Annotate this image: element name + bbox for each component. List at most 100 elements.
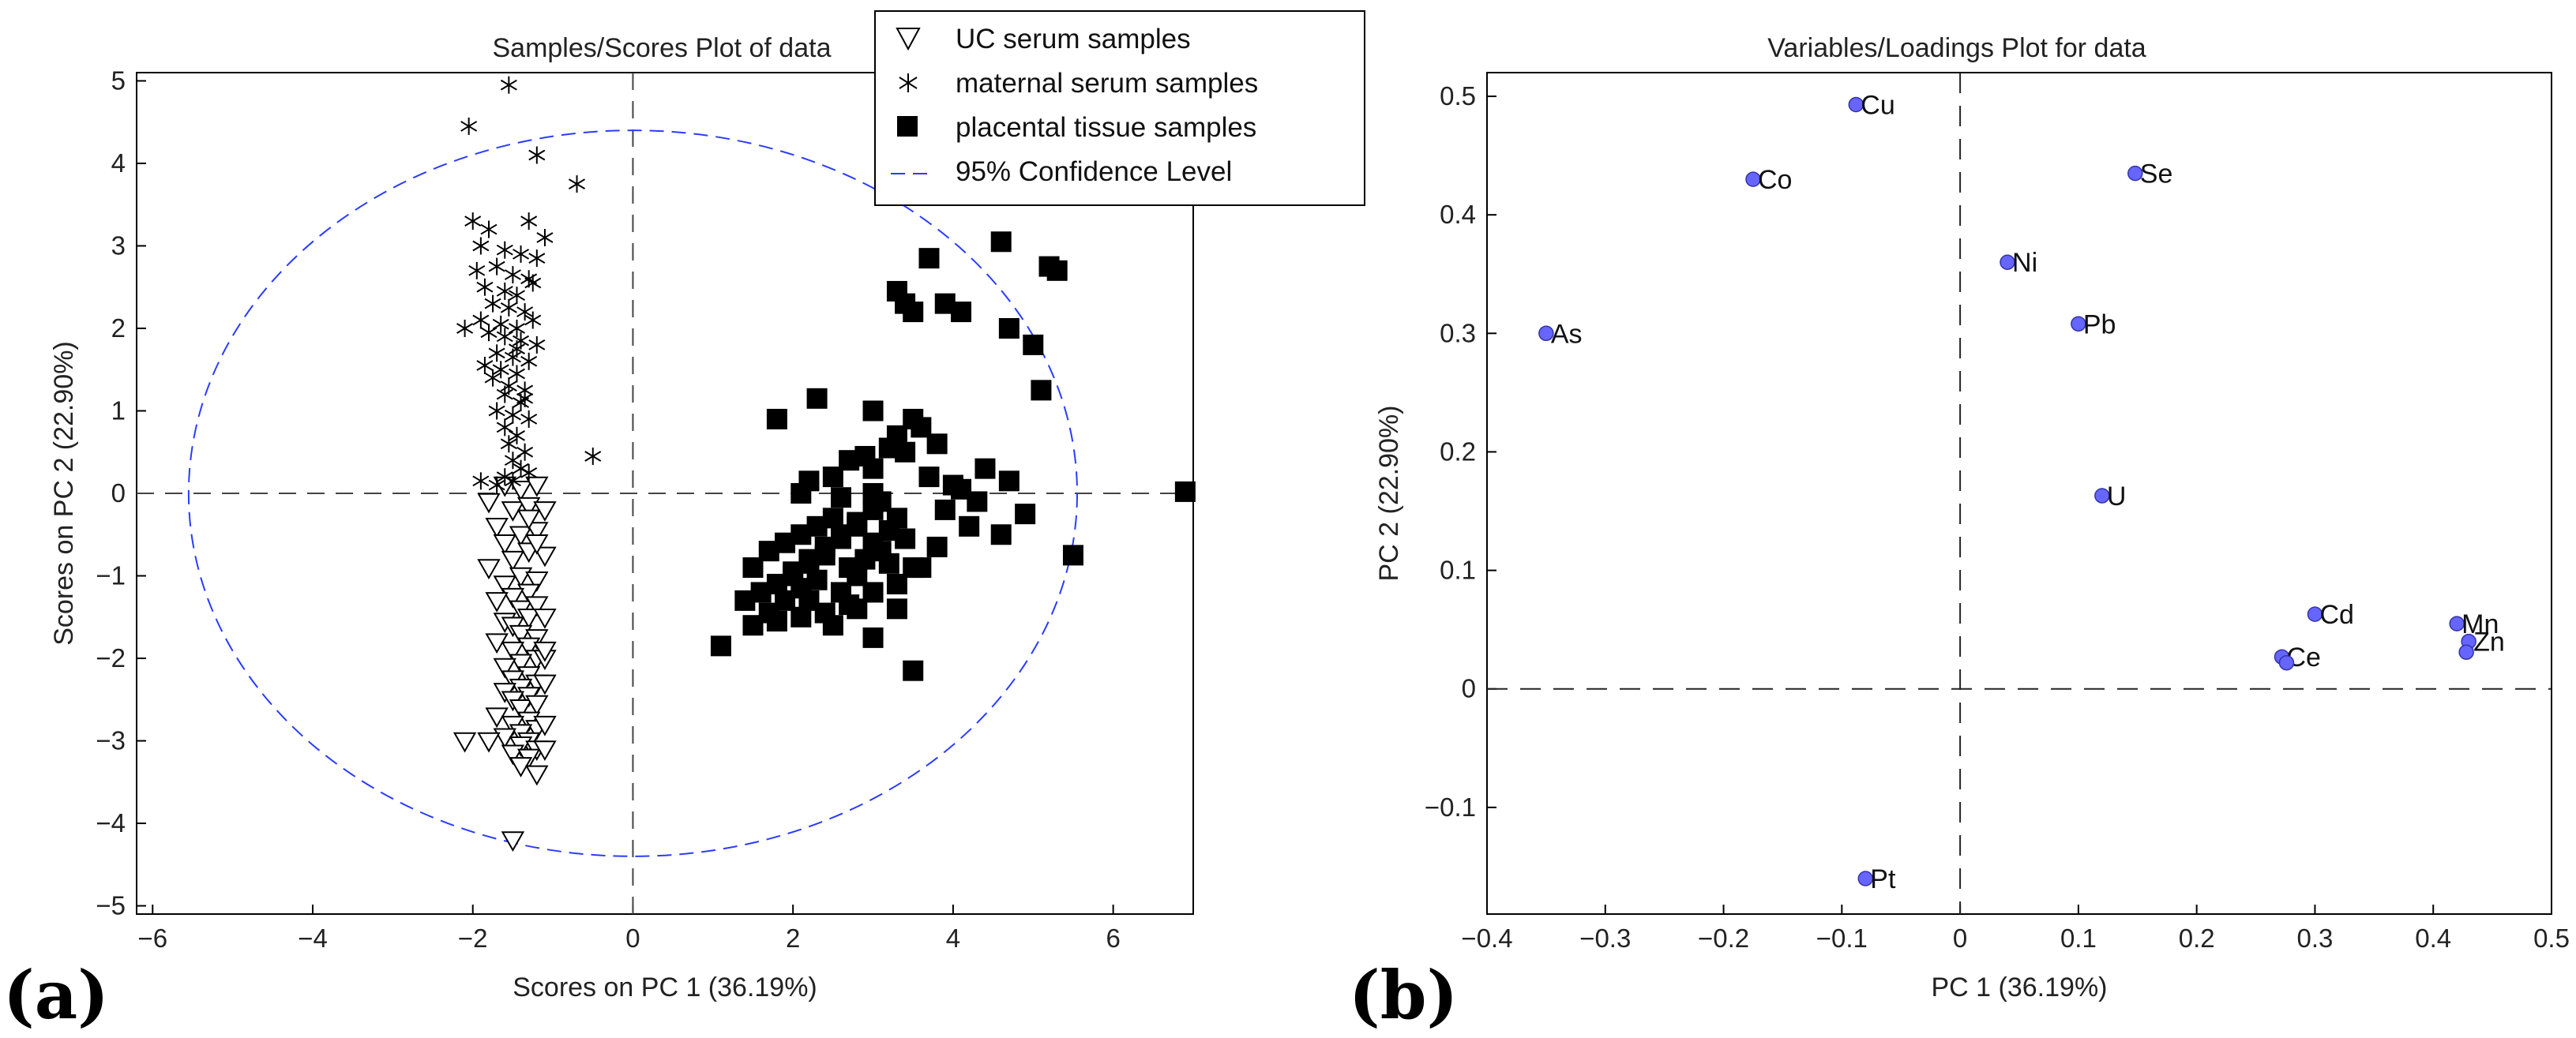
legend-square-marker: [897, 116, 918, 137]
point-placental-tissue: [766, 408, 787, 429]
point-maternal-serum: [504, 266, 521, 284]
point-placental-tissue: [918, 467, 940, 488]
legend-star-marker: [899, 73, 918, 92]
x-tick-label-b: −0.1: [1816, 924, 1868, 953]
x-axis-title-a: Scores on PC 1 (36.19%): [513, 972, 817, 1002]
data-points-a: [452, 76, 1196, 852]
point-placental-tissue: [951, 478, 972, 500]
y-tick-label-b: 0: [1462, 674, 1476, 703]
point-uc-serum: [452, 732, 477, 753]
x-tick-label-b: 0.3: [2297, 924, 2334, 953]
point-uc-serum: [533, 740, 557, 761]
legend-box: [874, 10, 1365, 206]
point-placental-tissue: [990, 524, 1012, 545]
point-placental-tissue: [710, 635, 731, 657]
plot-area-b: [1486, 72, 2552, 915]
y-tick-label-a: 1: [111, 395, 126, 425]
loading-point: [2278, 654, 2295, 671]
point-maternal-serum: [492, 361, 509, 379]
point-maternal-serum: [528, 249, 546, 268]
point-maternal-serum: [524, 274, 542, 292]
point-placental-tissue: [862, 627, 884, 648]
legend: UC serum samples maternal serum samples …: [874, 10, 1365, 206]
point-uc-serum: [485, 707, 509, 729]
point-placental-tissue: [951, 302, 972, 323]
y-tick-label-b: 0.3: [1440, 318, 1476, 347]
y-axis-title-b: PC 2 (22.90%): [1374, 406, 1404, 582]
point-uc-serum: [501, 501, 525, 522]
point-placental-tissue: [831, 487, 851, 508]
point-maternal-serum: [584, 447, 602, 465]
point-maternal-serum: [528, 335, 546, 354]
scores-plot: Samples/Scores Plot of data −6 −4 −2 0 2 4 6 −5…: [3, 10, 1365, 1034]
y-tick-label-a: 5: [111, 66, 126, 95]
chart-title-a: Samples/Scores Plot of data: [492, 33, 831, 63]
point-maternal-serum: [484, 369, 501, 387]
point-placental-tissue: [1046, 260, 1068, 281]
point-maternal-serum: [516, 443, 534, 461]
x-tick-label-a: 4: [946, 924, 960, 953]
point-maternal-serum: [456, 319, 474, 337]
y-tick-label-b: 0.1: [1440, 556, 1476, 585]
point-placental-tissue: [998, 470, 1020, 492]
panel-label-b: (b): [1349, 956, 1458, 1034]
point-maternal-serum: [536, 229, 554, 247]
point-maternal-serum: [508, 319, 525, 337]
point-maternal-serum: [488, 257, 505, 275]
point-placental-tissue: [998, 317, 1020, 339]
loadings-plot: Variables/Loadings Plot for data −0.4 −0.…: [1349, 33, 2570, 1034]
point-uc-serum: [493, 658, 516, 679]
point-maternal-serum: [496, 282, 513, 300]
loading-point: [2458, 644, 2474, 660]
point-maternal-serum: [508, 287, 525, 305]
point-placental-tissue: [822, 615, 843, 636]
axes-a: −6 −4 −2 0 2 4 6 −5 −4 −3 −2 −1 0 1 2 3 4 5: [96, 66, 1193, 953]
loading-label: Ni: [2012, 248, 2037, 278]
point-uc-serum: [509, 757, 533, 778]
point-maternal-serum: [472, 237, 490, 255]
loading-point: [2094, 488, 2110, 504]
point-maternal-serum: [520, 352, 538, 370]
point-placental-tissue: [886, 598, 907, 620]
point-uc-serum: [525, 695, 549, 716]
y-axis-title-a: Scores on PC 2 (22.90%): [49, 341, 79, 646]
point-uc-serum: [501, 831, 525, 852]
loading-label: Cu: [1861, 91, 1894, 121]
point-uc-serum: [516, 509, 541, 530]
point-placental-tissue: [742, 615, 764, 636]
point-uc-serum: [525, 522, 549, 543]
legend-triangle-marker: [896, 28, 921, 51]
point-maternal-serum: [484, 294, 501, 313]
point-uc-serum: [477, 732, 501, 753]
point-maternal-serum: [528, 146, 546, 164]
panel-label-a: (a): [3, 956, 109, 1034]
point-placental-tissue: [926, 536, 948, 557]
legend-entry-placental: placental tissue samples: [956, 112, 1256, 143]
point-placental-tissue: [926, 433, 948, 455]
point-uc-serum: [485, 592, 509, 613]
point-placental-tissue: [1174, 481, 1196, 502]
point-maternal-serum: [568, 175, 586, 193]
x-axis-title-b: PC 1 (36.19%): [1932, 972, 2108, 1002]
point-placental-tissue: [734, 590, 756, 611]
point-placental-tissue: [918, 248, 940, 269]
point-placental-tissue: [886, 573, 907, 594]
point-maternal-serum: [480, 220, 498, 238]
point-maternal-serum: [500, 435, 517, 453]
point-uc-serum: [533, 609, 557, 629]
point-maternal-serum: [476, 278, 494, 296]
point-maternal-serum: [472, 472, 490, 490]
loading-label: Pb: [2083, 309, 2116, 339]
point-maternal-serum: [496, 241, 513, 259]
point-maternal-serum: [464, 212, 482, 230]
point-placental-tissue: [903, 302, 924, 323]
y-tick-label-a: 3: [111, 230, 126, 260]
y-tick-label-a: 0: [111, 478, 126, 508]
x-tick-label-b: −0.4: [1461, 924, 1512, 953]
point-maternal-serum: [504, 406, 521, 424]
point-placental-tissue: [1062, 545, 1083, 566]
point-maternal-serum: [496, 418, 513, 437]
x-tick-label-a: 0: [625, 924, 640, 953]
